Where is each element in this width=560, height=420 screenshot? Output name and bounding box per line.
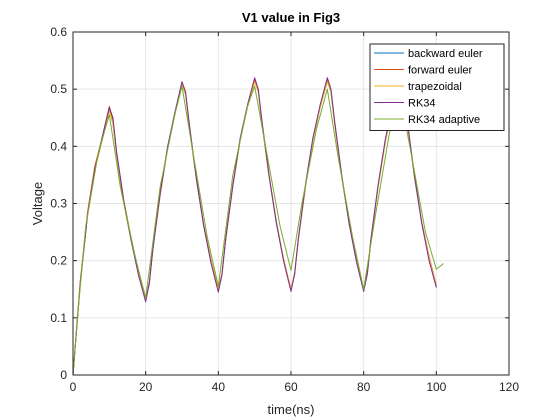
legend-label-rk34: RK34 — [408, 98, 436, 110]
x-axis-label: time(ns) — [268, 402, 315, 417]
y-tick-label: 0.6 — [50, 25, 67, 39]
x-tick-label: 100 — [426, 380, 446, 394]
y-tick-label: 0.3 — [50, 197, 67, 211]
y-tick-label: 0 — [60, 368, 67, 382]
legend-box — [369, 43, 505, 131]
series-line-rk34-adaptive — [72, 85, 444, 376]
ticks: 0 20 40 60 80 100 120 0 0.1 0.2 0.3 0.4 0.5 0.6 — [50, 25, 519, 394]
x-tick-label: 40 — [212, 380, 226, 394]
y-tick-label: 0.4 — [50, 139, 67, 153]
legend-label-rk34-adaptive: RK34 adaptive — [408, 114, 480, 126]
legend-label-trapezoidal: trapezoidal — [408, 81, 462, 93]
chart-title: V1 value in Fig3 — [242, 10, 340, 25]
x-tick-label: 60 — [284, 380, 298, 394]
legend-label-forward-euler: forward euler — [408, 65, 473, 77]
series-layer — [72, 77, 444, 376]
x-tick-label: 80 — [357, 380, 371, 394]
y-tick-label: 0.1 — [50, 311, 67, 325]
x-tick-label: 0 — [70, 380, 77, 394]
y-axis-label: Voltage — [30, 182, 45, 225]
y-tick-label: 0.2 — [50, 254, 67, 268]
y-tick-label: 0.5 — [50, 82, 67, 96]
legend-label-backward-euler: backward euler — [408, 48, 483, 60]
legend: backward euler forward euler trapezoidal RK… — [369, 43, 505, 131]
x-tick-label: 120 — [499, 380, 519, 394]
x-tick-label: 20 — [139, 380, 153, 394]
